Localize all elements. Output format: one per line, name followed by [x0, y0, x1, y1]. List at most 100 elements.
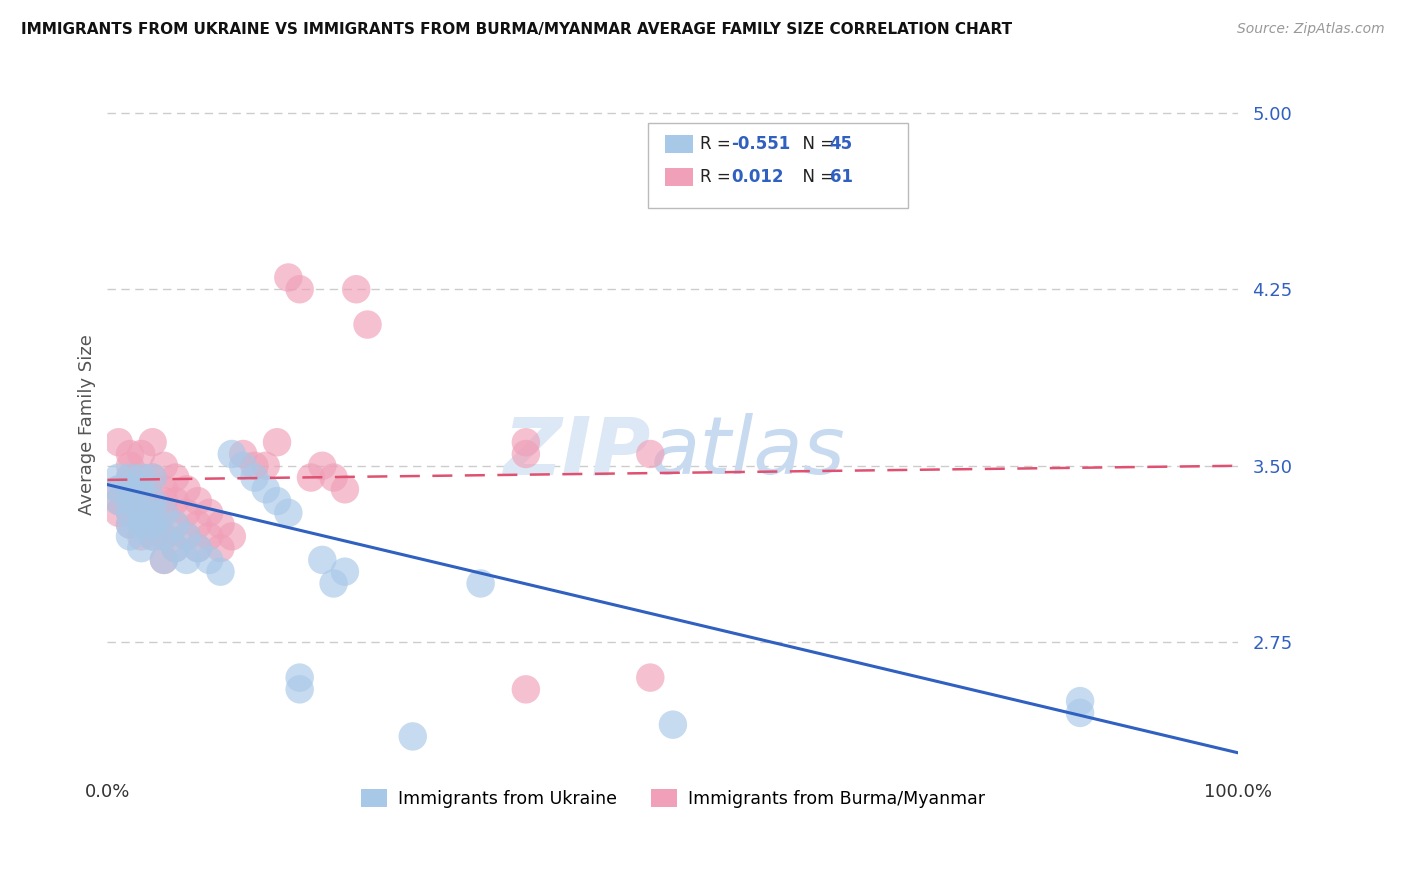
Point [356, 318, 378, 332]
Point [288, 282, 311, 296]
Point [176, 529, 198, 543]
Point [165, 541, 187, 556]
Text: Source: ZipAtlas.com: Source: ZipAtlas.com [1237, 22, 1385, 37]
Point [118, 517, 141, 532]
Point [515, 435, 537, 450]
Point [131, 494, 153, 508]
Point [131, 470, 153, 484]
Point [470, 576, 492, 591]
Legend: Immigrants from Ukraine, Immigrants from Burma/Myanmar: Immigrants from Ukraine, Immigrants from… [354, 782, 991, 815]
Point [131, 541, 153, 556]
Point [333, 483, 356, 497]
Point [107, 470, 129, 484]
Text: -0.551: -0.551 [731, 135, 790, 153]
Point [322, 576, 344, 591]
Point [153, 494, 176, 508]
Point [153, 553, 176, 567]
Text: N =: N = [792, 135, 839, 153]
Point [187, 541, 209, 556]
Point [142, 506, 165, 520]
Point [118, 447, 141, 461]
Point [131, 447, 153, 461]
Point [165, 494, 187, 508]
Point [107, 435, 129, 450]
Point [118, 470, 141, 484]
Point [118, 506, 141, 520]
Point [254, 458, 277, 473]
Point [198, 529, 221, 543]
Point [131, 517, 153, 532]
Point [221, 447, 243, 461]
Point [107, 483, 129, 497]
Point [311, 553, 333, 567]
Point [277, 506, 299, 520]
Point [322, 470, 344, 484]
Point [209, 541, 232, 556]
Point [131, 529, 153, 543]
Point [266, 435, 288, 450]
Point [288, 671, 311, 685]
Point [153, 553, 176, 567]
Text: ZIP: ZIP [503, 413, 651, 491]
Point [131, 506, 153, 520]
Point [187, 517, 209, 532]
Point [107, 494, 129, 508]
Point [107, 506, 129, 520]
Text: R =: R = [700, 168, 737, 186]
Point [118, 494, 141, 508]
Point [333, 565, 356, 579]
Point [165, 517, 187, 532]
Text: 61: 61 [830, 168, 852, 186]
Point [165, 541, 187, 556]
Point [118, 517, 141, 532]
Point [153, 506, 176, 520]
Text: R =: R = [700, 135, 737, 153]
Point [142, 529, 165, 543]
Point [198, 506, 221, 520]
Point [232, 458, 254, 473]
Point [640, 447, 662, 461]
Point [402, 730, 425, 744]
Point [142, 517, 165, 532]
Point [142, 470, 165, 484]
Point [142, 435, 165, 450]
Point [288, 682, 311, 697]
Point [153, 458, 176, 473]
Point [118, 483, 141, 497]
Point [118, 506, 141, 520]
Point [176, 483, 198, 497]
Point [153, 506, 176, 520]
Point [176, 506, 198, 520]
Point [131, 483, 153, 497]
Point [142, 470, 165, 484]
Point [153, 529, 176, 543]
Point [142, 517, 165, 532]
Point [187, 541, 209, 556]
Point [515, 447, 537, 461]
Point [209, 517, 232, 532]
Point [232, 447, 254, 461]
Point [153, 483, 176, 497]
Point [221, 529, 243, 543]
Point [176, 553, 198, 567]
Text: N =: N = [792, 168, 839, 186]
Text: 0.012: 0.012 [731, 168, 783, 186]
Point [107, 483, 129, 497]
Point [243, 470, 266, 484]
Point [131, 506, 153, 520]
Point [299, 470, 322, 484]
Point [131, 483, 153, 497]
Point [107, 494, 129, 508]
Point [131, 470, 153, 484]
Point [243, 458, 266, 473]
Point [277, 270, 299, 285]
Point [142, 506, 165, 520]
Y-axis label: Average Family Size: Average Family Size [79, 334, 96, 515]
Point [142, 529, 165, 543]
Point [142, 494, 165, 508]
Point [311, 458, 333, 473]
Point [118, 529, 141, 543]
Point [344, 282, 367, 296]
Point [165, 470, 187, 484]
Point [118, 470, 141, 484]
